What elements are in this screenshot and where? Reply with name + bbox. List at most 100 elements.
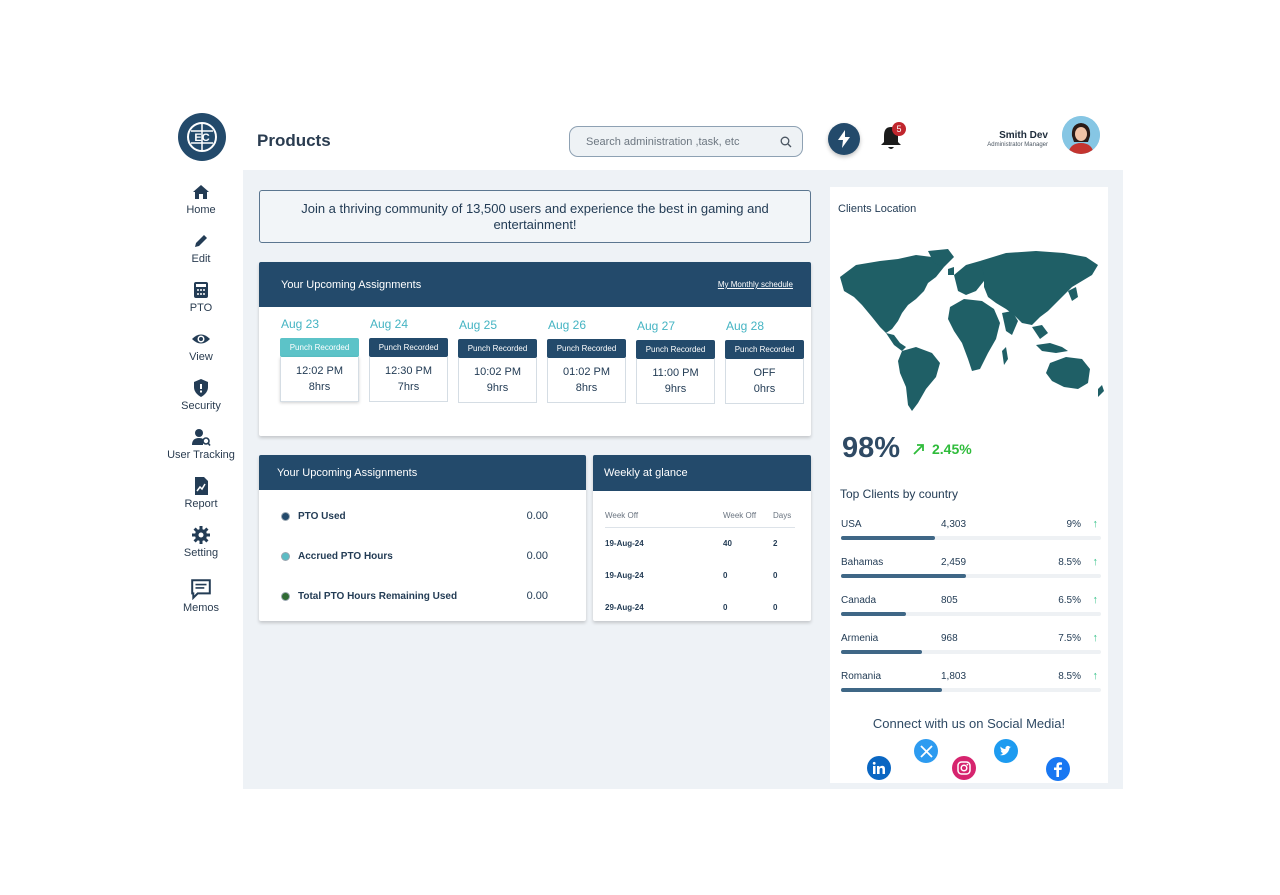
sidebar-item-memos[interactable]: Memos: [160, 578, 242, 627]
day-date: Aug 26: [548, 318, 587, 332]
client-row[interactable]: Armenia 968 7.5% ↑: [841, 632, 1101, 671]
user-avatar-icon: [1062, 116, 1100, 154]
quick-action-button[interactable]: [828, 123, 860, 155]
sidebar-item-label: Edit: [191, 253, 211, 265]
country-name: Bahamas: [841, 557, 884, 568]
day-column[interactable]: Aug 26 Punch Recorded 01:02 PM 8hrs: [547, 318, 626, 403]
punch-badge: Punch Recorded: [636, 340, 715, 359]
sidebar-item-pto[interactable]: PTO: [160, 280, 242, 329]
shift-box: OFF 0hrs: [725, 359, 804, 404]
avatar[interactable]: [1062, 116, 1100, 154]
punch-badge: Punch Recorded: [280, 338, 359, 357]
client-percent: 6.5%: [1058, 595, 1081, 606]
sidebar-item-view[interactable]: View: [160, 329, 242, 378]
table-cell: 0: [773, 602, 778, 612]
sidebar-item-security[interactable]: Security: [160, 378, 242, 427]
pto-row: Accrued PTO Hours 0.00: [281, 550, 548, 562]
sidebar-item-report[interactable]: Report: [160, 476, 242, 525]
table-cell: 0: [773, 570, 778, 580]
card-header: Weekly at glance: [593, 455, 811, 491]
table-cell: 29-Aug-24: [605, 602, 644, 612]
monthly-schedule-link[interactable]: My Monthly schedule: [717, 280, 793, 289]
sidebar-item-home[interactable]: Home: [160, 182, 242, 231]
search-input[interactable]: [586, 135, 780, 148]
client-count: 805: [941, 595, 958, 606]
client-count: 1,803: [941, 671, 967, 682]
x-icon[interactable]: [914, 739, 938, 763]
shift-box: 11:00 PM 9hrs: [636, 359, 715, 404]
shield-icon: [194, 379, 208, 397]
progress-fill: [841, 650, 922, 654]
pto-value: 0.00: [526, 590, 548, 602]
sidebar-item-edit[interactable]: Edit: [160, 231, 242, 280]
card-header: Your Upcoming Assignments: [259, 455, 586, 490]
logo[interactable]: EC: [178, 113, 226, 161]
pto-card: Your Upcoming Assignments PTO Used 0.00 …: [259, 455, 586, 621]
shift-time: 12:02 PM: [295, 365, 344, 377]
table-row[interactable]: 19-Aug-24 0 0: [605, 559, 795, 591]
pto-row: Total PTO Hours Remaining Used 0.00: [281, 590, 548, 602]
shift-time: 11:00 PM: [652, 367, 699, 379]
day-date: Aug 27: [637, 319, 676, 333]
day-column[interactable]: Aug 25 Punch Recorded 10:02 PM 9hrs: [458, 318, 537, 403]
client-row[interactable]: Bahamas 2,459 8.5% ↑: [841, 556, 1101, 595]
shift-hours: 9hrs: [486, 382, 509, 394]
card-header: Your Upcoming Assignments My Monthly sch…: [259, 262, 811, 307]
pto-label: Accrued PTO Hours: [298, 550, 393, 562]
shift-box: 10:02 PM 9hrs: [458, 358, 537, 403]
pto-value: 0.00: [526, 510, 548, 522]
client-row[interactable]: Romania 1,803 8.5% ↑: [841, 670, 1101, 709]
notification-badge: 5: [892, 122, 906, 136]
instagram-glyph-icon: [957, 761, 971, 775]
country-name: USA: [841, 519, 862, 530]
eye-icon: [192, 334, 210, 344]
table-cell: 0: [723, 602, 728, 612]
table-row[interactable]: 19-Aug-24 40 2: [605, 527, 795, 559]
chat-icon: [191, 579, 211, 600]
shift-hours: 8hrs: [575, 382, 598, 394]
shift-hours: 7hrs: [397, 381, 420, 393]
clients-panel: Clients Location: [830, 187, 1108, 783]
sidebar-item-label: Report: [184, 498, 218, 510]
client-percent: 9%: [1066, 519, 1081, 530]
search-bar[interactable]: [569, 126, 803, 157]
card-title: Weekly at glance: [604, 467, 688, 479]
client-percent: 7.5%: [1058, 633, 1081, 644]
day-column[interactable]: Aug 27 Punch Recorded 11:00 PM 9hrs: [636, 319, 715, 404]
pencil-icon: [195, 235, 207, 247]
trend-up-icon: [913, 444, 924, 455]
user-role: Administrator Manager: [987, 142, 1048, 148]
day-column[interactable]: Aug 28 Punch Recorded OFF 0hrs: [725, 319, 804, 404]
pto-label: Total PTO Hours Remaining Used: [298, 590, 458, 602]
table-cell: 19-Aug-24: [605, 538, 644, 548]
user-name: Smith Dev: [999, 130, 1048, 141]
twitter-icon[interactable]: [994, 739, 1018, 763]
client-row[interactable]: Canada 805 6.5% ↑: [841, 594, 1101, 633]
shift-hours: 9hrs: [664, 383, 687, 395]
card-title: Your Upcoming Assignments: [277, 466, 418, 479]
facebook-icon[interactable]: [1046, 757, 1070, 781]
clients-percent: 98%: [842, 432, 901, 464]
pto-value: 0.00: [526, 550, 548, 562]
weekly-glance-card: Weekly at glance Week Off Week Off Days …: [593, 455, 811, 621]
search-icon[interactable]: [780, 136, 792, 148]
world-map[interactable]: [836, 247, 1106, 417]
linkedin-icon[interactable]: [867, 756, 891, 780]
client-percent: 8.5%: [1058, 557, 1081, 568]
day-column[interactable]: Aug 24 Punch Recorded 12:30 PM 7hrs: [369, 317, 448, 402]
progress-track: [841, 612, 1101, 616]
table-row[interactable]: 29-Aug-24 0 0: [605, 591, 795, 623]
day-date: Aug 25: [459, 318, 498, 332]
instagram-icon[interactable]: [952, 756, 976, 780]
sidebar-item-user-tracking[interactable]: User Tracking: [160, 427, 242, 476]
arrow-up-icon: ↑: [1092, 670, 1099, 682]
day-column[interactable]: Aug 23 Punch Recorded 12:02 PM 8hrs: [280, 317, 359, 402]
sidebar-item-label: Memos: [182, 602, 220, 614]
shift-box: 01:02 PM 8hrs: [547, 358, 626, 403]
client-count: 4,303: [941, 519, 967, 530]
progress-track: [841, 536, 1101, 540]
shift-hours: 8hrs: [308, 381, 331, 393]
sidebar-item-setting[interactable]: Setting: [160, 525, 242, 574]
growth-value: 2.45%: [932, 441, 972, 457]
client-row[interactable]: USA 4,303 9% ↑: [841, 518, 1101, 557]
